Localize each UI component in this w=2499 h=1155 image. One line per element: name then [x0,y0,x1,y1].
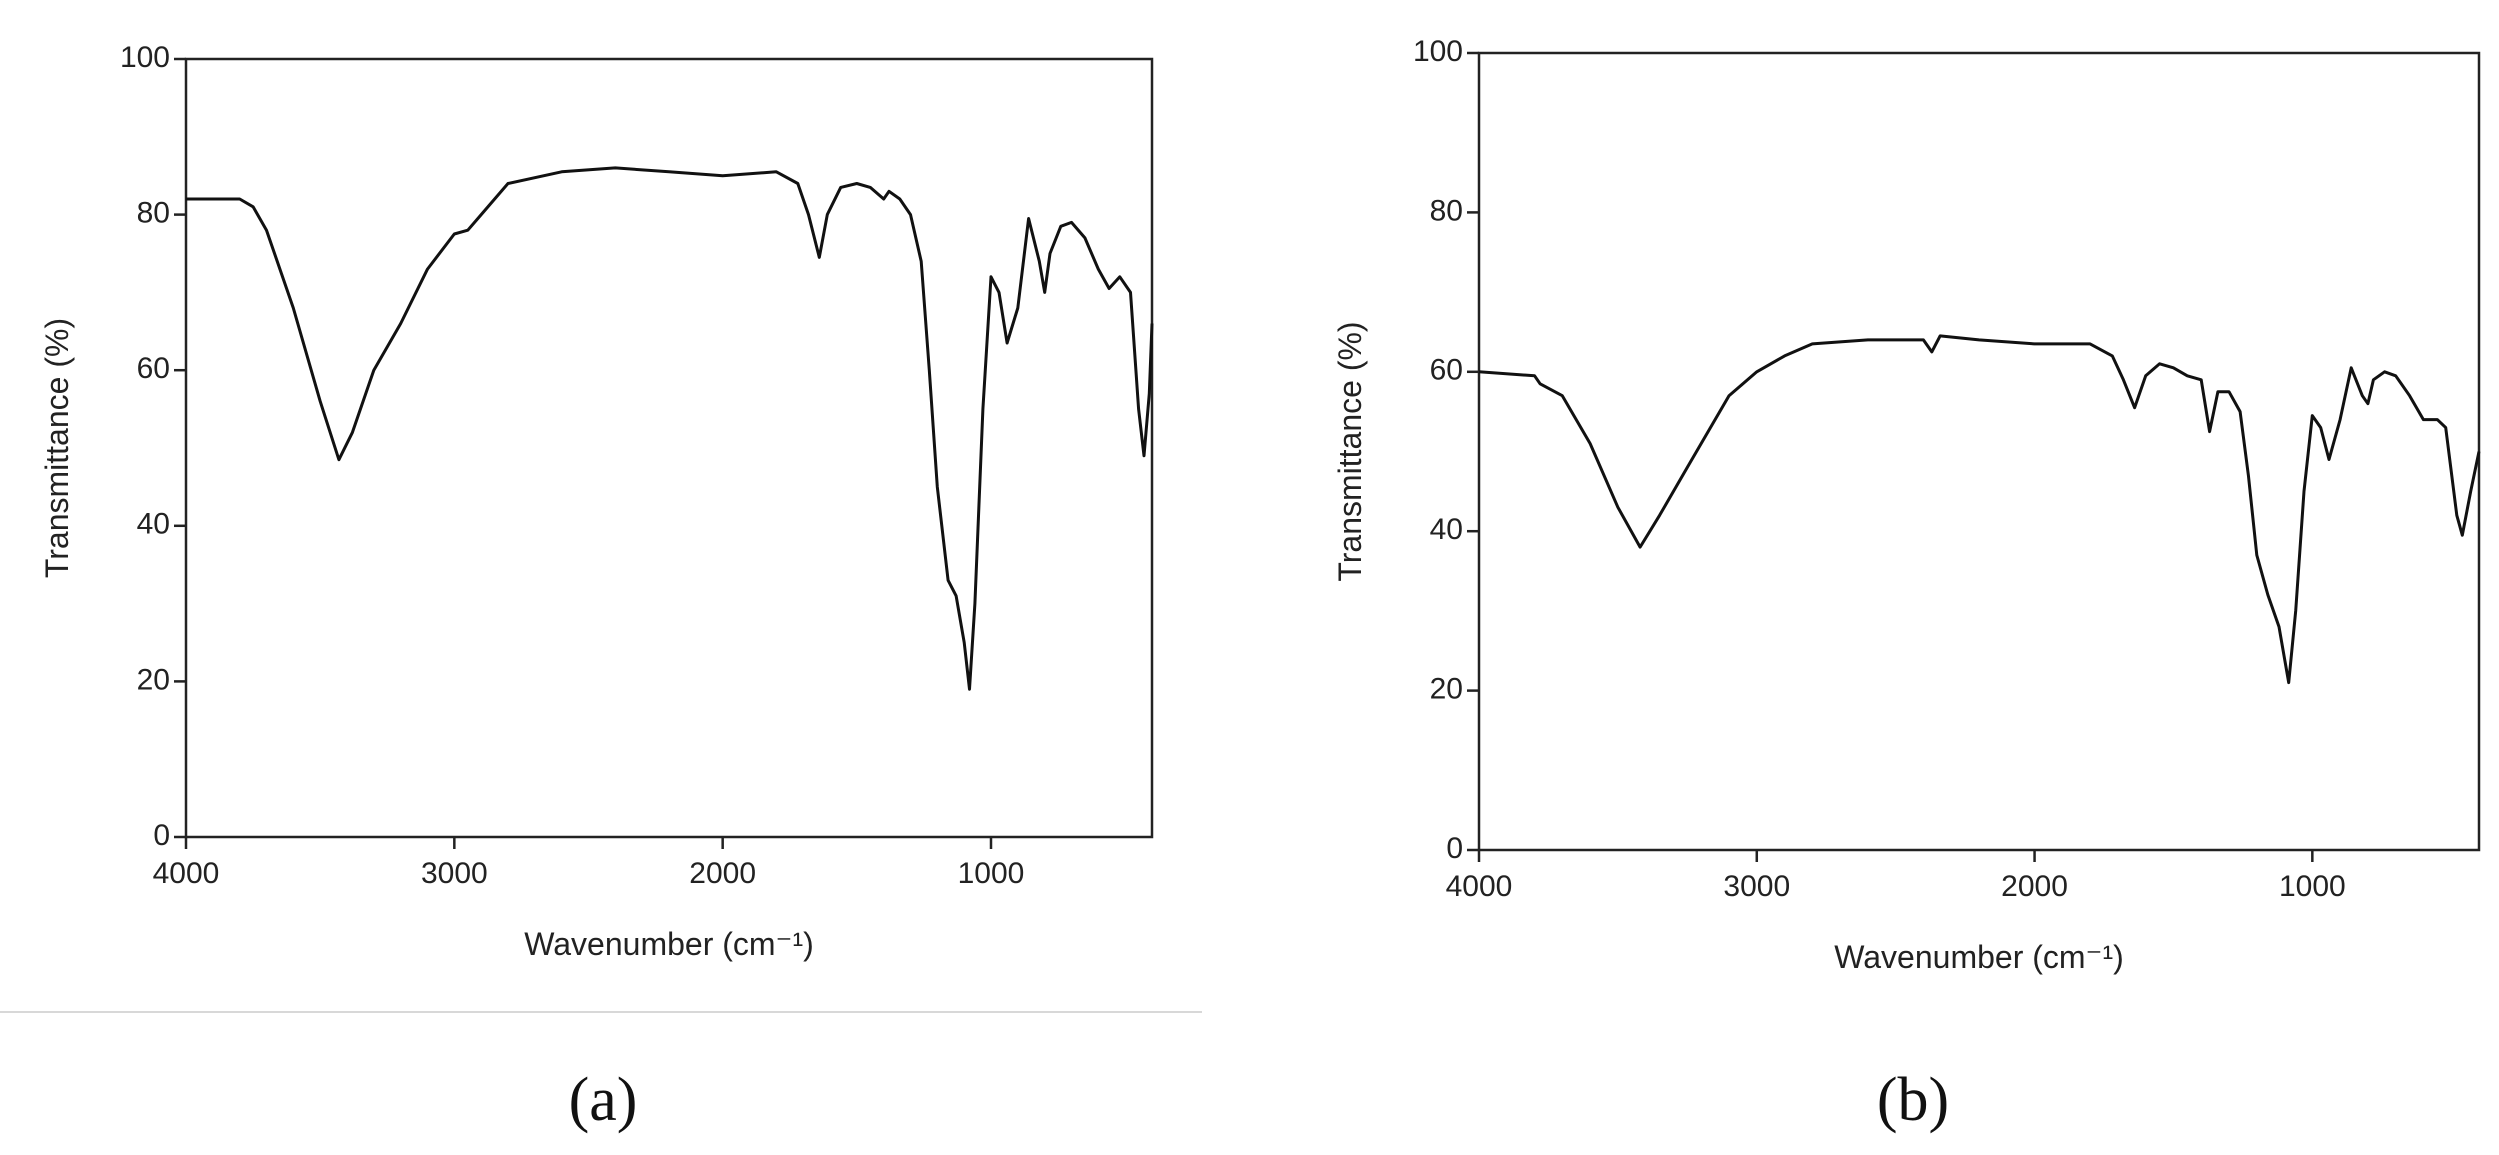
x-tick-label: 3000 [421,857,488,890]
x-tick-label: 2000 [689,857,756,890]
x-tick-label: 2000 [2001,870,2068,903]
x-tick-label: 1000 [2279,870,2346,903]
plot-frame [1477,51,2481,852]
y-tick-label: 40 [1430,513,1463,546]
plot-frame [184,57,1154,839]
x-tick-label: 1000 [958,857,1025,890]
x-axis-title: Wavenumber (cm⁻¹) [524,926,814,962]
y-tick-label: 80 [137,197,170,230]
y-tick-label: 100 [120,41,170,74]
y-axis-title: Transmittance (%) [39,318,75,578]
spectrum-line [186,166,1154,691]
x-tick-label: 4000 [153,857,220,890]
y-tick-label: 80 [1430,194,1463,227]
y-tick-label: 100 [1413,35,1463,68]
y-tick-label: 60 [1430,354,1463,387]
x-tick-label: 4000 [1446,870,1513,903]
x-tick-label: 3000 [1723,870,1790,903]
y-tick-label: 60 [137,352,170,385]
x-axis-title: Wavenumber (cm⁻¹) [1834,939,2124,975]
y-axis-title: Transmittance (%) [1332,321,1368,581]
y-tick-label: 20 [137,663,170,696]
spectrum-line [1478,334,2481,685]
y-tick-label: 0 [1446,832,1463,865]
panel-label: (b) [1877,1066,1949,1134]
panel-label: (a) [569,1066,638,1134]
y-tick-label: 0 [153,819,170,852]
y-tick-label: 20 [1430,673,1463,706]
y-tick-label: 40 [137,508,170,541]
